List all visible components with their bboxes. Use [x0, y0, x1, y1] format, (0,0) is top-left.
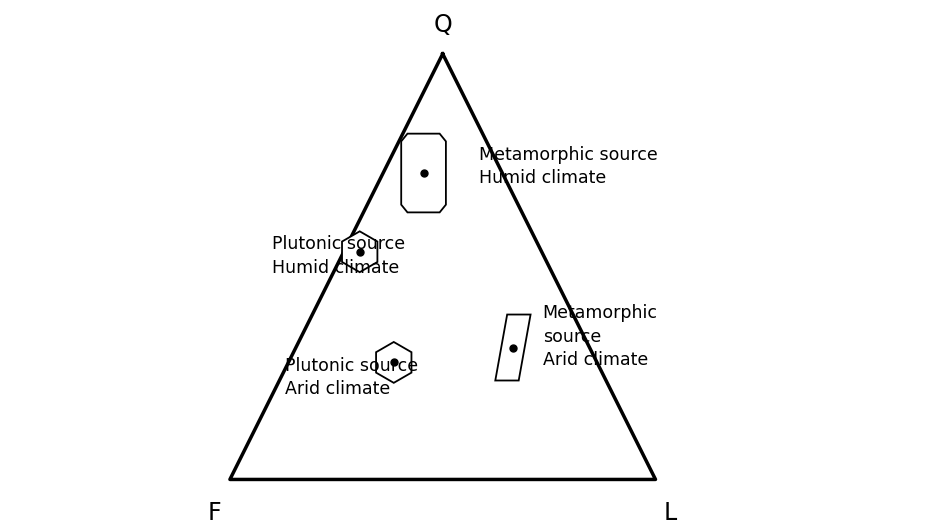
Text: Metamorphic
source
Arid climate: Metamorphic source Arid climate	[542, 304, 657, 370]
Polygon shape	[401, 134, 446, 212]
Text: Q: Q	[433, 13, 451, 37]
Text: L: L	[664, 501, 677, 525]
Polygon shape	[342, 231, 377, 272]
Text: Plutonic source
Humid climate: Plutonic source Humid climate	[272, 235, 405, 277]
Polygon shape	[495, 314, 530, 380]
Text: Plutonic source
Arid climate: Plutonic source Arid climate	[285, 356, 418, 398]
Text: Metamorphic source
Humid climate: Metamorphic source Humid climate	[479, 146, 657, 187]
Polygon shape	[376, 342, 411, 383]
Text: F: F	[208, 501, 221, 525]
